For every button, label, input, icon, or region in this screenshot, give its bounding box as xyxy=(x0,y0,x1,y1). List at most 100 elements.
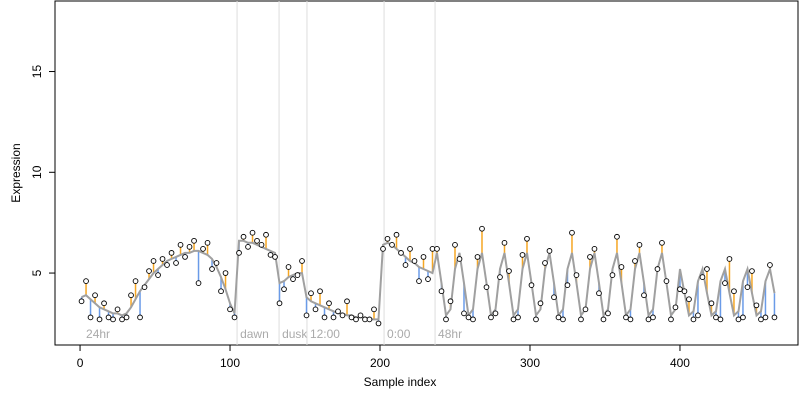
point xyxy=(380,246,386,252)
x-tick-label: 400 xyxy=(670,356,690,370)
point xyxy=(398,250,404,256)
point xyxy=(681,288,688,295)
point xyxy=(101,300,107,307)
point xyxy=(335,308,341,315)
point xyxy=(461,310,467,317)
point xyxy=(456,256,463,262)
point xyxy=(587,254,593,260)
point xyxy=(321,314,328,321)
point xyxy=(411,258,418,264)
point xyxy=(546,248,553,254)
point xyxy=(150,258,157,264)
point xyxy=(533,316,539,323)
y-axis-label: Expression xyxy=(9,143,23,202)
event-label: 48hr xyxy=(438,327,462,341)
point xyxy=(582,306,589,313)
point xyxy=(596,290,602,297)
point xyxy=(389,241,395,248)
point xyxy=(78,298,85,305)
fit-line xyxy=(81,239,776,321)
point xyxy=(308,290,314,297)
point xyxy=(276,300,283,307)
point xyxy=(438,288,445,295)
point xyxy=(767,262,773,268)
point xyxy=(479,225,485,232)
point xyxy=(105,314,112,321)
point xyxy=(726,256,733,262)
point xyxy=(177,241,184,248)
point xyxy=(110,316,116,323)
point xyxy=(510,316,517,323)
point xyxy=(141,284,148,291)
point xyxy=(771,314,778,321)
point xyxy=(227,306,233,313)
point xyxy=(488,314,494,321)
event-label: 24hr xyxy=(86,327,110,341)
point xyxy=(704,266,710,272)
point xyxy=(555,314,562,321)
point xyxy=(402,262,409,268)
point xyxy=(375,320,382,327)
point xyxy=(330,314,337,321)
point xyxy=(146,268,152,274)
point xyxy=(650,314,656,321)
point xyxy=(348,314,355,321)
point xyxy=(663,278,670,284)
point xyxy=(717,316,724,323)
x-axis-label: Sample index xyxy=(364,375,437,389)
point xyxy=(731,288,737,295)
point xyxy=(636,241,643,248)
point xyxy=(645,316,652,323)
point xyxy=(213,260,220,266)
point xyxy=(218,288,224,295)
point xyxy=(416,278,422,284)
point xyxy=(195,280,202,286)
point xyxy=(618,264,625,270)
point xyxy=(483,284,490,291)
point xyxy=(690,316,697,323)
x-tick-label: 200 xyxy=(370,356,390,370)
x-tick-label: 0 xyxy=(77,356,84,370)
point xyxy=(668,316,674,323)
point xyxy=(749,268,755,274)
point xyxy=(735,316,742,323)
point xyxy=(137,314,143,321)
point xyxy=(312,306,319,313)
point xyxy=(128,292,134,299)
point xyxy=(357,312,364,319)
point xyxy=(371,306,377,313)
point xyxy=(353,316,359,323)
point xyxy=(758,316,764,323)
point xyxy=(470,316,476,323)
point xyxy=(519,252,526,258)
y-tick-label: 15 xyxy=(30,65,44,79)
point xyxy=(119,316,125,323)
event-label: dawn xyxy=(240,327,269,341)
point xyxy=(236,250,242,256)
point xyxy=(254,237,260,244)
point xyxy=(384,235,391,242)
point xyxy=(159,256,166,262)
point xyxy=(686,296,692,303)
point xyxy=(186,244,193,250)
point xyxy=(528,282,535,288)
point xyxy=(303,312,310,319)
point xyxy=(209,266,215,272)
point xyxy=(600,316,607,323)
point xyxy=(132,278,139,284)
point xyxy=(591,246,598,252)
point xyxy=(560,316,566,323)
point xyxy=(317,288,323,295)
point xyxy=(245,244,251,250)
point xyxy=(537,300,544,307)
point xyxy=(407,246,413,252)
point xyxy=(272,254,278,260)
point xyxy=(267,252,274,258)
point xyxy=(515,314,521,321)
point xyxy=(578,316,584,323)
point xyxy=(425,276,431,282)
point xyxy=(524,235,530,242)
point xyxy=(695,312,701,319)
plot-frame xyxy=(54,0,799,346)
